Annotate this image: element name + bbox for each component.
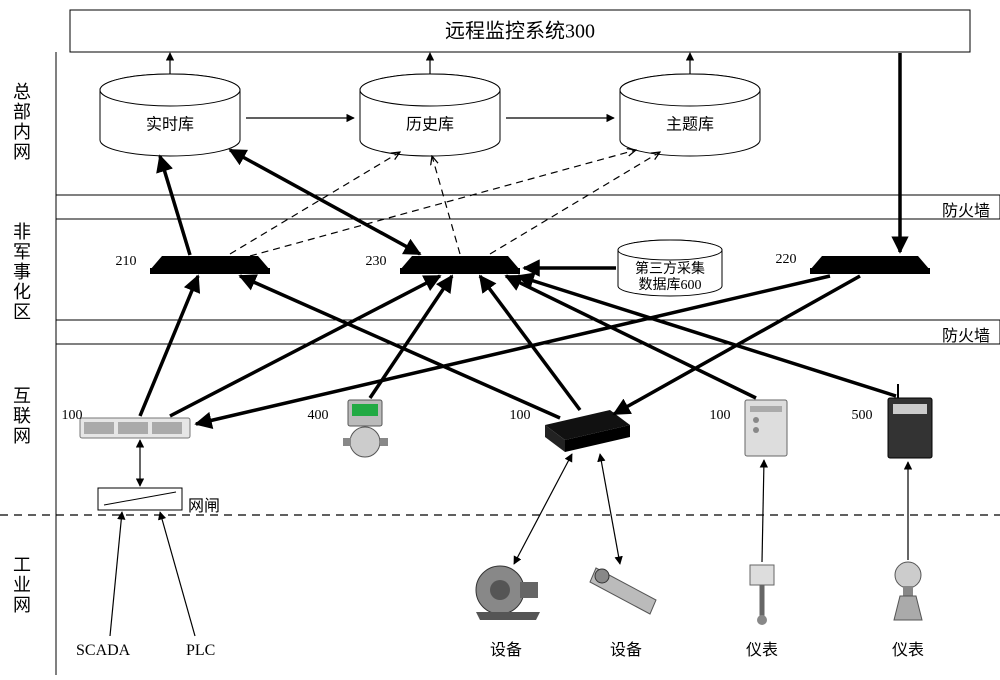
server-220 bbox=[810, 256, 930, 274]
belt-icon bbox=[590, 568, 656, 614]
db-history: 历史库 bbox=[360, 74, 500, 156]
gateway-box-icon bbox=[745, 400, 787, 456]
meter2-icon bbox=[894, 562, 922, 620]
gateway-left-icon bbox=[80, 418, 190, 438]
zone-internet-label: 互联网 bbox=[8, 386, 34, 446]
svg-text:220: 220 bbox=[776, 252, 797, 267]
svg-text:400: 400 bbox=[308, 408, 329, 423]
svg-text:数据库600: 数据库600 bbox=[639, 277, 702, 293]
zone-dmz-label: 非军事化区 bbox=[8, 222, 34, 322]
netgate-icon bbox=[98, 488, 182, 510]
pump-icon bbox=[476, 566, 540, 620]
svg-text:历史库: 历史库 bbox=[406, 116, 454, 134]
db-realtime: 实时库 bbox=[100, 74, 240, 156]
plc-label: PLC bbox=[186, 642, 215, 660]
meter1-label: 仪表 bbox=[746, 636, 778, 660]
svg-text:100: 100 bbox=[710, 408, 731, 423]
svg-text:主题库: 主题库 bbox=[666, 116, 714, 134]
server-210 bbox=[150, 256, 270, 274]
svg-text:100: 100 bbox=[62, 408, 83, 423]
firewall1-label: 防火墙 bbox=[942, 197, 990, 221]
title-text: 远程监控系统300 bbox=[445, 20, 595, 43]
flowmeter-icon bbox=[343, 400, 388, 457]
svg-text:230: 230 bbox=[366, 254, 387, 269]
server-230 bbox=[400, 256, 520, 274]
scada-label: SCADA bbox=[76, 642, 130, 660]
pump-label: 设备 bbox=[490, 636, 522, 660]
svg-text:第三方采集: 第三方采集 bbox=[635, 260, 705, 277]
db-thirdparty: 第三方采集 数据库600 bbox=[618, 240, 722, 296]
belt-label: 设备 bbox=[610, 636, 642, 660]
firewall-1 bbox=[56, 195, 1000, 219]
meter1-icon bbox=[750, 565, 774, 625]
db-topic: 主题库 bbox=[620, 74, 760, 156]
svg-text:500: 500 bbox=[852, 408, 873, 423]
zone-industrial-label: 工业网 bbox=[8, 555, 34, 615]
firewall2-label: 防火墙 bbox=[942, 322, 990, 346]
svg-text:100: 100 bbox=[510, 408, 531, 423]
meter2-label: 仪表 bbox=[892, 636, 924, 660]
netgate-label: 网闸 bbox=[188, 492, 220, 516]
svg-text:210: 210 bbox=[116, 254, 137, 269]
zone-hq-label: 总部内网 bbox=[8, 82, 34, 162]
svg-text:实时库: 实时库 bbox=[146, 116, 194, 134]
